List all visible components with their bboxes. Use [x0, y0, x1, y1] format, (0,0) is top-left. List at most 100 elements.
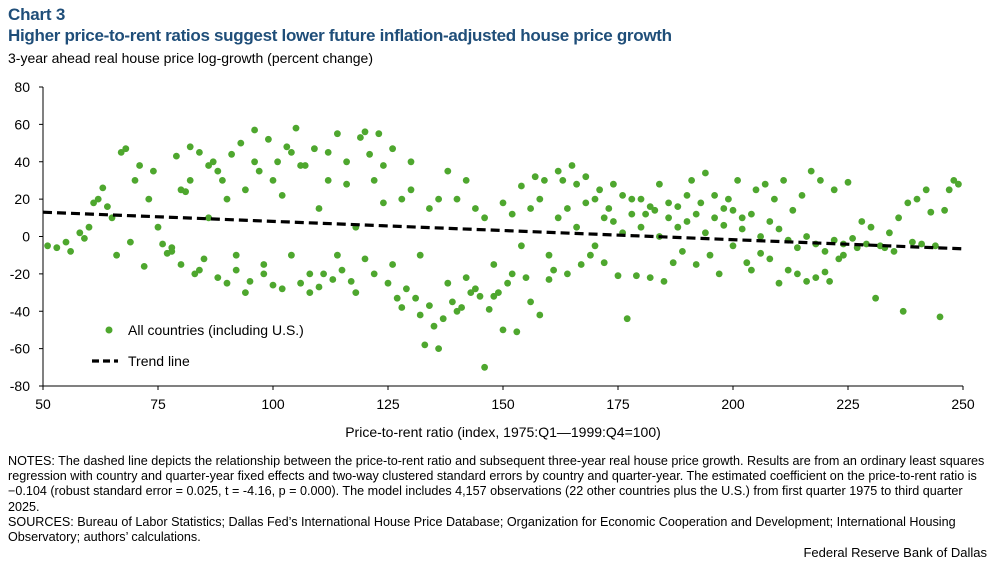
data-point	[499, 199, 507, 207]
data-point	[343, 180, 350, 188]
data-point	[338, 266, 346, 274]
data-point	[481, 363, 488, 371]
tick-labels: 50 75 100 125 150 175 200 225 250806040200-20-40…	[10, 79, 975, 412]
data-point	[955, 180, 962, 188]
data-point	[582, 199, 590, 207]
data-point	[232, 266, 240, 274]
data-point	[219, 177, 226, 184]
data-point	[292, 124, 300, 132]
data-point	[196, 266, 203, 274]
data-point	[803, 278, 810, 285]
data-point	[812, 274, 820, 281]
data-point	[200, 255, 208, 263]
data-point	[274, 158, 281, 166]
data-point	[398, 304, 406, 311]
data-point	[886, 229, 893, 237]
data-point	[651, 206, 659, 214]
data-point	[702, 169, 709, 177]
data-point	[439, 315, 447, 323]
data-point	[251, 158, 258, 166]
x-tick-label: 175	[606, 396, 630, 412]
data-point	[214, 167, 222, 175]
data-point	[495, 289, 502, 296]
data-point	[531, 173, 539, 181]
data-point	[798, 192, 806, 199]
data-point	[803, 233, 810, 240]
y-tick-label: 60	[14, 116, 30, 132]
data-point	[145, 195, 153, 203]
credit-text: Federal Reserve Bank of Dallas	[803, 545, 987, 560]
data-point	[600, 214, 608, 222]
data-point	[393, 294, 401, 302]
data-point	[909, 238, 916, 246]
x-axis-title: Price-to-rent ratio (index, 1975:Q1—1999…	[345, 424, 661, 440]
data-point	[426, 302, 433, 309]
data-point	[807, 167, 815, 175]
data-point	[389, 145, 396, 153]
data-point	[150, 167, 157, 175]
data-point	[508, 270, 516, 278]
data-point	[738, 225, 746, 233]
data-point	[550, 266, 557, 274]
data-point	[453, 307, 461, 315]
data-point	[610, 180, 617, 188]
notes-block: NOTES: The dashed line depicts the relat…	[8, 454, 993, 545]
data-point	[228, 150, 236, 158]
data-point	[950, 177, 958, 184]
data-point	[527, 205, 534, 212]
data-point	[311, 145, 318, 153]
data-point	[288, 251, 295, 259]
data-point	[665, 199, 672, 207]
data-point	[306, 289, 314, 296]
data-point	[232, 251, 240, 259]
data-point	[297, 279, 304, 287]
data-point	[370, 177, 378, 184]
data-point	[67, 248, 74, 255]
data-point	[168, 248, 176, 255]
x-tick-label: 50	[35, 396, 51, 412]
data-point	[407, 186, 415, 194]
data-point	[329, 276, 337, 283]
data-point	[729, 206, 737, 214]
data-point	[260, 261, 268, 268]
x-tick-label: 75	[150, 396, 166, 412]
data-point	[288, 149, 295, 156]
data-point	[541, 177, 548, 184]
data-point	[536, 195, 544, 203]
data-point	[895, 214, 902, 222]
data-point	[789, 206, 797, 214]
data-point	[554, 167, 562, 175]
data-point	[320, 270, 327, 278]
data-point	[370, 270, 378, 278]
data-point	[472, 285, 479, 293]
data-point	[278, 192, 286, 199]
data-point	[504, 279, 511, 287]
data-point	[752, 186, 760, 194]
data-point	[660, 278, 668, 285]
scatter-chart: 50 75 100 125 150 175 200 225 250806040200-20-40…	[10, 79, 975, 440]
y-tick-label: 80	[14, 79, 30, 95]
data-point	[324, 177, 332, 184]
data-point	[913, 195, 921, 203]
data-point	[485, 306, 493, 313]
data-point	[715, 270, 723, 278]
data-point	[536, 311, 544, 319]
notes-text: NOTES: The dashed line depicts the relat…	[8, 454, 985, 514]
data-point	[407, 158, 415, 166]
data-point	[421, 341, 429, 349]
data-point	[449, 298, 456, 306]
data-point	[527, 298, 534, 306]
data-point	[729, 242, 737, 250]
data-point	[315, 205, 323, 212]
data-point	[209, 158, 217, 166]
data-point	[665, 214, 672, 222]
data-point	[564, 270, 571, 278]
data-point	[186, 177, 194, 184]
x-tick-label: 250	[951, 396, 975, 412]
data-point	[154, 223, 162, 231]
data-point	[780, 177, 787, 184]
data-point	[122, 145, 130, 153]
data-point	[899, 307, 907, 315]
data-point	[403, 285, 410, 293]
data-point	[246, 278, 254, 285]
